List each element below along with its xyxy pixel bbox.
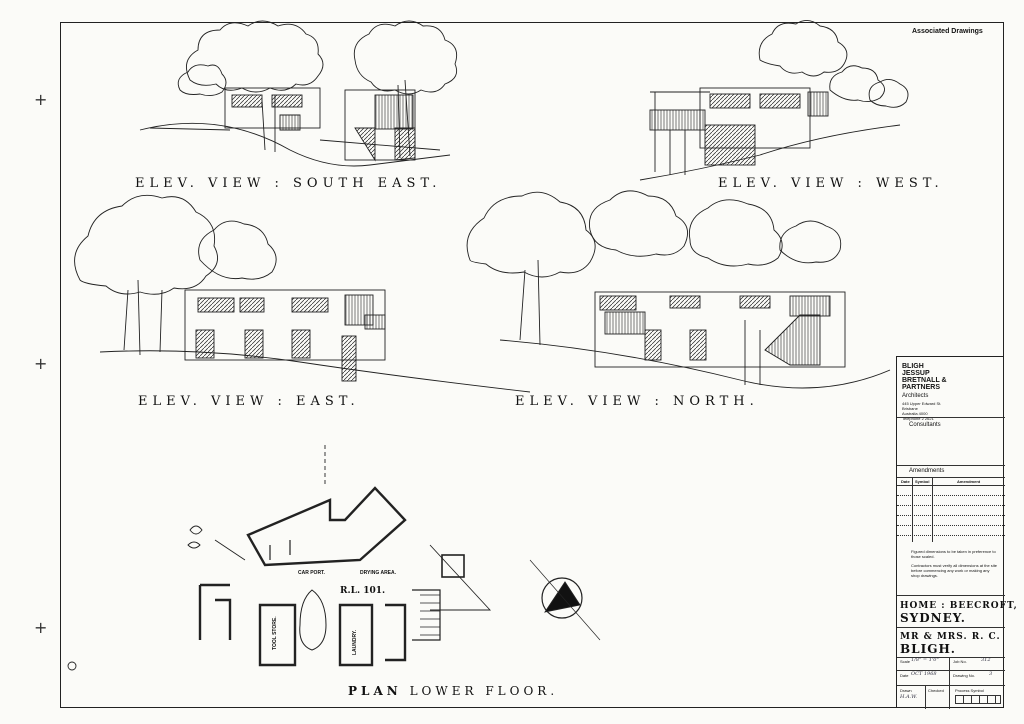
elevation-west (639, 20, 909, 181)
drawn-label: Drawn (900, 688, 912, 693)
divider (949, 657, 950, 709)
label-rl: R.L. 101. (340, 586, 386, 596)
elevation-title-east: ELEV. VIEW : EAST. (138, 394, 360, 409)
registration-mark: + (34, 354, 48, 373)
date-value: OCT 1968 (911, 671, 937, 677)
address-line: Brisbane (902, 406, 918, 411)
project-line-2: SYDNEY. (900, 611, 966, 625)
divider (897, 485, 1005, 486)
process-symbol-label: Process Symbol (955, 688, 984, 693)
col-date: Date (901, 479, 910, 484)
amendments-label: Amendments (909, 468, 945, 474)
elevation-east (74, 194, 531, 393)
drawing-no-value: 3 (989, 671, 993, 677)
divider (897, 417, 1005, 418)
divider (897, 595, 1005, 596)
project-line-1: HOME : BEECROFT, (900, 601, 1018, 611)
plan-title-bold: PLAN (348, 684, 402, 698)
date-label: Date (900, 673, 909, 678)
firm-name: BLIGH JESSUP BRETNALL & PARTNERS (902, 363, 947, 391)
floor-plan-lower (187, 445, 492, 667)
amendment-row (897, 515, 1005, 516)
scale-label: Scale (900, 659, 911, 664)
note-figured-dimensions: Figured dimensions to be taken in prefer… (911, 549, 996, 559)
address-line: 445 Upper Edward St. (902, 401, 942, 406)
client-line-1: MR & MRS. R. C. (900, 632, 1001, 642)
elevation-title-south-east: ELEV. VIEW : SOUTH EAST. (135, 176, 442, 191)
firm-address: 445 Upper Edward St. Brisbane Australia … (902, 401, 962, 421)
elevation-title-north: ELEV. VIEW : NORTH. (515, 394, 759, 409)
divider (897, 627, 1005, 628)
divider (897, 670, 1005, 671)
label-carport: CAR PORT. (298, 570, 325, 576)
punch-hole-mark (67, 661, 77, 671)
divider (897, 657, 1005, 658)
address-line: Australia 4000 (902, 411, 928, 416)
amendment-row (897, 495, 1005, 496)
firm-line: BLIGH (902, 363, 924, 370)
divider (932, 477, 933, 542)
north-arrow-icon (529, 559, 601, 641)
drawing-border (60, 22, 1004, 708)
firm-line: PARTNERS (902, 384, 940, 391)
title-block: BLIGH JESSUP BRETNALL & PARTNERS Archite… (896, 356, 1017, 709)
col-symbol: Symbol (915, 479, 930, 484)
drawing-no-label: Drawing No. (953, 673, 976, 678)
amendment-row (897, 535, 1005, 536)
amendment-row (897, 505, 1005, 506)
divider (925, 685, 926, 709)
label-laundry: LAUNDRY. (352, 629, 358, 655)
label-tool-store: TOOL STORE. (272, 616, 278, 650)
label-drying-area: DRYING AREA. (360, 570, 397, 576)
architects-label: Architects (902, 393, 929, 399)
elevation-title-west: ELEV. VIEW : WEST. (718, 176, 944, 191)
telephone: Telephone 2 2621 (902, 416, 934, 421)
scale-value: 1/8" = 1'0" (911, 657, 939, 663)
amendment-row (897, 525, 1005, 526)
drawn-value: H.A.W. (900, 694, 918, 700)
col-amendment: Amendment (957, 479, 981, 484)
elevation-south-east (139, 20, 458, 167)
plan-title: PLAN LOWER FLOOR. (348, 684, 558, 698)
process-symbol-boxes (955, 695, 1001, 704)
plan-title-rest: LOWER FLOOR. (409, 684, 559, 698)
elevation-north (466, 190, 891, 389)
client-line-2: BLIGH. (900, 642, 956, 656)
firm-line: BRETNALL & (902, 377, 947, 384)
note-contractors-verify: Contractors must verify all dimensions a… (911, 563, 998, 578)
registration-mark: + (34, 90, 48, 109)
job-no-value: 312 (981, 657, 991, 663)
associated-drawings-label: Associated Drawings (912, 28, 983, 35)
job-no-label: Job No. (953, 659, 967, 664)
firm-line: JESSUP (902, 370, 930, 377)
consultants-label: Consultants (909, 422, 941, 428)
divider (897, 465, 1005, 466)
registration-mark: + (34, 618, 48, 637)
checked-label: Checked (928, 688, 944, 693)
divider (897, 685, 1005, 686)
divider (912, 477, 913, 542)
divider (897, 477, 1005, 478)
